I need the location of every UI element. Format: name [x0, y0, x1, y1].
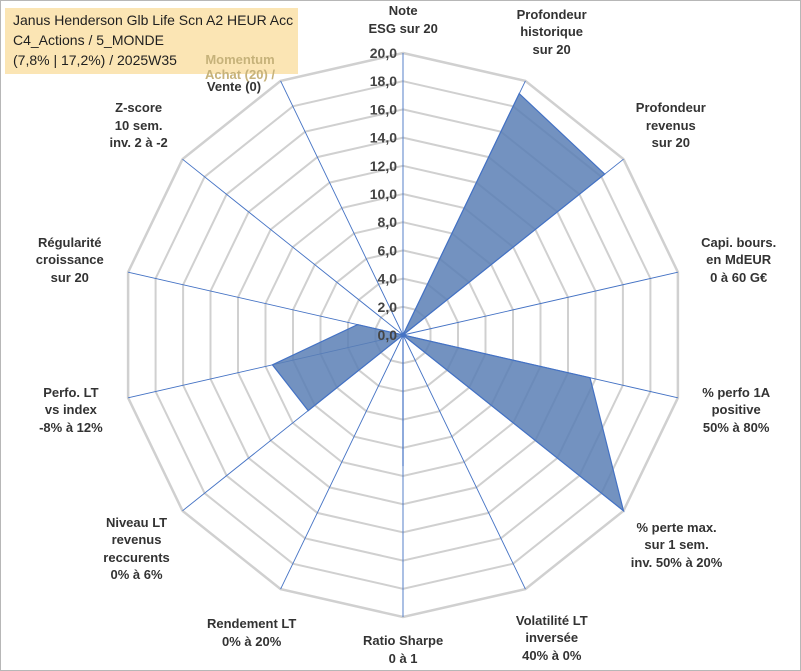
tick-label: 16,0 [370, 101, 397, 117]
axis-spoke [402, 334, 526, 590]
axis-label-line: croissance [35, 252, 104, 268]
tick-label: 4,0 [378, 271, 398, 287]
axis-label: Perfo. LT vs index -8% à 12% [39, 384, 103, 437]
axis-label-line: sur 20 [651, 135, 690, 150]
axis-label-line: Z-score [115, 100, 163, 115]
axis-label-line: 0 à 60 G€ [710, 269, 768, 285]
axis-label-line: 0% à 20% [222, 633, 282, 649]
axis-label-line: 40% à 0% [522, 647, 582, 663]
axis-label-line: positive [711, 402, 761, 418]
axis-label: % perte max. sur 1 sem. inv. 50% à 20% [631, 519, 723, 572]
axis-label: Z-score 10 sem. inv. 2 à -2 [110, 99, 168, 152]
tick-label: 0,0 [378, 327, 398, 343]
axis-label: Profondeur revenus sur 20 [636, 99, 706, 152]
axis-spoke [402, 271, 679, 336]
momentum-label-line-1: Momentum [205, 52, 275, 67]
axis-label-line: -8% à 12% [39, 419, 103, 435]
axis-label-line: % perte max. [636, 519, 717, 535]
axis-label: Capi. bours. en MdEUR 0 à 60 G€ [701, 234, 776, 287]
sell-axis-label: Vente (0) [206, 79, 262, 94]
axis-label-line: ESG sur 20 [368, 20, 438, 36]
axis-label: Régularité croissance sur 20 [36, 234, 104, 287]
axis-label-line: reccurents [103, 549, 170, 565]
axis-label: % perfo 1A positive 50% à 80% [702, 384, 770, 437]
momentum-label-line-2: Achat (20) / [204, 67, 276, 82]
tick-label: 12,0 [370, 158, 397, 174]
axis-label: Profondeur historique sur 20 [517, 6, 587, 59]
axis-label-line: Ratio Sharpe [363, 633, 444, 648]
chart-title-line-3: (7,8% | 17,2%) / 2025W35 [13, 52, 177, 68]
axis-label-line: 0 à 1 [388, 650, 418, 666]
tick-label: 2,0 [378, 299, 398, 315]
axis-label-line: sur 20 [50, 269, 89, 285]
axis-spoke [182, 158, 404, 336]
axis-label-line: Rendement LT [207, 616, 297, 631]
axis-label-line: revenus [111, 532, 162, 547]
axis-label: Note ESG sur 20 [369, 2, 438, 37]
axis-label-line: sur 20 [532, 41, 571, 57]
axis-label-line: Perfo. LT [43, 384, 99, 400]
axis-label-line: Niveau LT [105, 514, 168, 530]
axis-label-line: 10 sem. [114, 117, 163, 133]
axis-label: Niveau LT revenus reccurents 0% à 6% [103, 514, 169, 584]
chart-title-line-2: C4_Actions / 5_MONDE [13, 32, 164, 48]
axis-label-line: Volatilité LT [515, 612, 588, 628]
axis-label-line: revenus [645, 117, 696, 133]
title-box: Janus Henderson Glb Life Scn A2 HEUR Acc… [5, 8, 298, 82]
axis-label-line: 0% à 6% [110, 567, 163, 582]
tick-label: 10,0 [370, 186, 397, 202]
axis-label-line: inv. 2 à -2 [109, 135, 168, 150]
axis-spoke [280, 334, 404, 590]
data-series-area [271, 92, 625, 513]
axis-label-line: Régularité [37, 234, 102, 250]
axis-label-line: Note [388, 3, 418, 18]
axis-label: Rendement LT 0% à 20% [207, 615, 296, 650]
axis-label-line: % perfo 1A [702, 384, 771, 400]
axis-spoke [280, 80, 404, 336]
axis-label-line: 50% à 80% [702, 419, 770, 435]
tick-label: 18,0 [370, 73, 397, 89]
axis-label-line: Profondeur [635, 100, 706, 115]
axis-label-line: Capi. bours. [701, 234, 777, 250]
tick-label: 20,0 [370, 45, 397, 61]
axis-label-line: sur 1 sem. [644, 537, 709, 552]
tick-label: 6,0 [378, 242, 398, 258]
axis-label-line: en MdEUR [706, 252, 772, 268]
axis-label: Ratio Sharpe 0 à 1 [363, 632, 443, 667]
tick-label: 14,0 [370, 130, 397, 146]
axis-label: Volatilité LT inversée 40% à 0% [516, 612, 588, 665]
axis-label-line: historique [520, 24, 584, 40]
chart-title-line-1: Janus Henderson Glb Life Scn A2 HEUR Acc [13, 12, 294, 28]
axis-label-line: inversée [525, 630, 579, 646]
axis-label-line: Profondeur [516, 6, 587, 22]
tick-label: 8,0 [378, 214, 398, 230]
axis-label-line: inv. 50% à 20% [630, 554, 723, 570]
axis-label-line: vs index [44, 402, 97, 418]
momentum-label: Momentum Achat (20) / [195, 52, 285, 82]
